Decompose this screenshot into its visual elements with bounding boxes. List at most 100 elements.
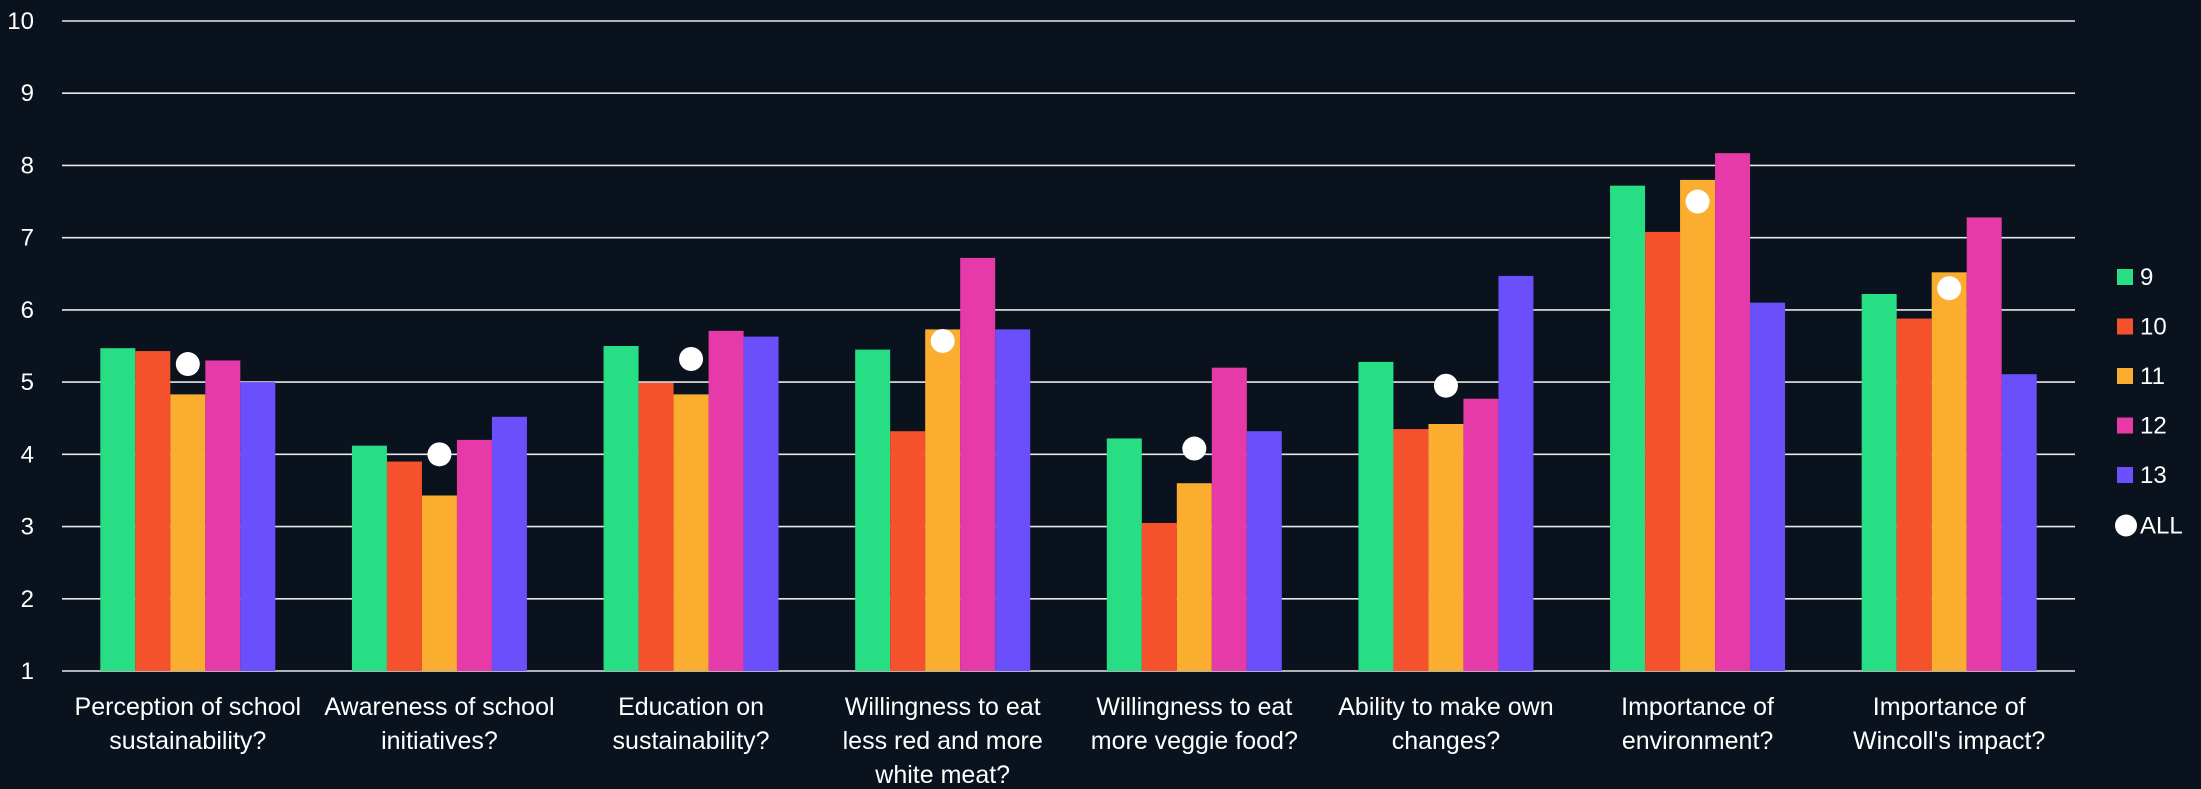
category-label: Perception of school sustainability? [75,693,302,755]
bar-10 [1393,429,1429,671]
bar-9 [1861,294,1897,671]
bar-11 [925,329,961,671]
all-marker [1182,436,1207,461]
bar-12 [960,257,996,671]
category-label-line: Importance of [1621,693,1774,721]
category-label-line: Perception of school [75,693,302,721]
category-label-line: Importance of [1873,693,2026,721]
bar-10 [135,351,171,671]
bar-11 [673,394,709,671]
bar-11 [1931,272,1967,671]
bar-13 [1246,431,1282,671]
all-marker [1433,373,1458,398]
y-tick-label: 1 [21,658,34,685]
bar-12 [456,439,492,671]
all-marker [930,328,955,353]
bar-12 [1966,217,2002,671]
bar-10 [1141,522,1177,671]
category-label-line: Ability to make own [1338,693,1553,721]
bar-12 [708,330,744,671]
y-axis: 1 2 3 4 5 6 7 8 9 10 [7,8,34,685]
legend-label: 12 [2140,413,2167,440]
category-label-line: environment? [1622,727,1773,755]
category-label: Willingness to eat less red and more white… [843,693,1043,789]
x-axis: Perception of school sustainability? Aware… [75,693,2046,789]
category-label-line: Awareness of school [324,693,554,721]
bar-13 [743,336,779,671]
bar-9 [855,349,891,671]
legend-label: 10 [2140,314,2167,341]
legend-swatch-12 [2117,417,2133,434]
category-label-line: sustainability? [613,727,770,755]
all-marker [1937,276,1962,301]
bar-11 [1176,483,1212,671]
category-label: Willingness to eat more veggie food? [1091,693,1298,755]
category-label-line: sustainability? [109,727,266,755]
legend-swatch-9 [2117,269,2133,285]
y-tick-label: 5 [21,369,34,396]
category-label-line: more veggie food? [1091,727,1298,755]
category-label: Ability to make own changes? [1338,693,1553,755]
bar-13 [2001,374,2037,671]
bar-13 [491,416,527,671]
bar-10 [1896,318,1932,671]
y-tick-label: 3 [21,514,34,541]
bar-11 [1428,424,1464,671]
category-label-line: initiatives? [381,727,498,755]
legend-label: ALL [2140,513,2183,540]
category-label: Awareness of school initiatives? [324,693,554,755]
legend: 9 10 11 12 13 ALL [2115,264,2183,540]
bar-9 [1610,185,1646,671]
y-tick-label: 7 [21,225,34,252]
all-marker [175,352,200,377]
legend-label: 11 [2140,363,2165,390]
bar-12 [205,360,241,671]
legend-swatch-13 [2117,467,2133,483]
category-label-line: Education on [618,693,764,721]
bars [100,153,2037,671]
y-tick-label: 9 [21,80,34,107]
y-tick-label: 10 [7,8,34,35]
bar-12 [1211,367,1247,671]
all-marker [1685,189,1710,214]
legend-marker-all [2115,514,2137,537]
category-label-line: Willingness to eat [1096,693,1292,721]
all-markers [175,189,1962,467]
bar-9 [1358,361,1394,671]
y-tick-label: 2 [21,586,34,613]
bar-10 [1645,231,1681,671]
category-label: Importance of Wincoll's impact? [1853,693,2045,755]
bar-11 [1680,179,1716,671]
bar-10 [890,431,926,671]
bar-9 [1106,438,1142,671]
bar-9 [351,445,387,671]
bar-9 [603,346,639,671]
category-label-line: Willingness to eat [845,693,1041,721]
y-tick-label: 4 [21,441,34,468]
bar-12 [1463,398,1499,671]
bar-10 [386,461,422,671]
legend-swatch-10 [2117,318,2133,335]
bar-12 [1715,153,1751,671]
legend-label: 9 [2140,264,2153,291]
bar-11 [170,394,206,671]
bar-13 [995,329,1031,671]
bar-13 [240,382,276,671]
bar-10 [638,382,674,671]
all-marker [427,442,452,467]
category-label-line: changes? [1392,727,1500,755]
category-label-line: Wincoll's impact? [1853,727,2045,755]
bar-11 [421,495,457,671]
y-tick-label: 8 [21,152,34,179]
bar-13 [1750,302,1786,671]
category-label: Importance of environment? [1621,693,1774,755]
category-label-line: less red and more [843,727,1043,755]
y-tick-label: 6 [21,297,34,324]
bar-13 [1498,275,1534,671]
category-label-line: white meat? [874,761,1010,789]
bar-9 [100,348,136,671]
legend-label: 13 [2140,462,2167,489]
all-marker [679,347,704,371]
